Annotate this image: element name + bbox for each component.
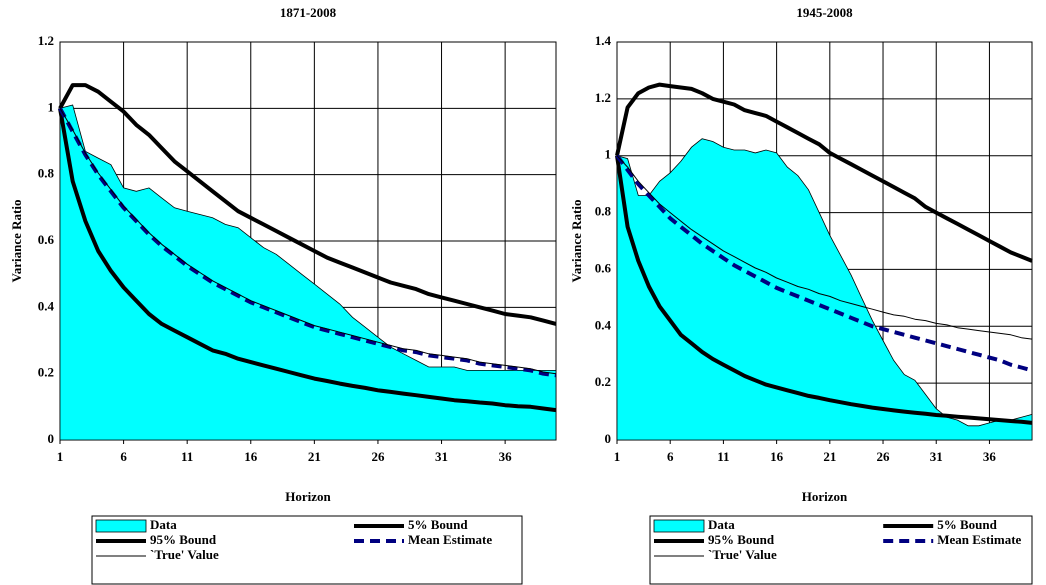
x-axis-label: Horizon	[285, 489, 331, 504]
y-tick-label: 0.6	[38, 232, 55, 247]
y-tick-label: 0	[605, 431, 612, 446]
y-axis-label: Variance Ratio	[9, 200, 24, 283]
y-tick-label: 1	[48, 99, 55, 114]
series-line	[616, 155, 1033, 340]
legend-label: Mean Estimate	[408, 532, 492, 547]
y-tick-label: 0.8	[595, 204, 612, 219]
x-tick-label: 31	[930, 449, 943, 464]
x-tick-label: 26	[877, 449, 891, 464]
legend-swatch	[95, 519, 147, 533]
legend-label: 5% Bound	[937, 517, 997, 532]
series-line	[58, 107, 557, 378]
x-tick-label: 21	[823, 449, 836, 464]
legend-label: `True' Value	[150, 547, 219, 562]
legend-label: Data	[150, 517, 177, 532]
x-tick-label: 16	[770, 449, 784, 464]
x-tick-label: 16	[244, 449, 258, 464]
legend-box	[649, 515, 1033, 585]
y-tick-label: 0.2	[595, 374, 611, 389]
data-area	[616, 138, 1033, 441]
y-tick-label: 1.2	[595, 90, 611, 105]
legend-label: `True' Value	[708, 547, 777, 562]
y-tick-label: 0.2	[38, 365, 54, 380]
legend-label: 95% Bound	[150, 532, 217, 547]
y-tick-label: 0.4	[595, 317, 612, 332]
legend-box	[91, 515, 523, 585]
series-line	[58, 107, 557, 413]
legend-label: Data	[708, 517, 735, 532]
x-tick-label: 26	[371, 449, 385, 464]
x-tick-label: 6	[120, 449, 127, 464]
legend-label: 95% Bound	[708, 532, 775, 547]
data-area	[59, 104, 557, 441]
y-axis-label: Variance Ratio	[569, 200, 584, 283]
plot-group: 00.20.40.60.811.21.41 6 11 16 21 26 31 361945-2…	[569, 5, 1033, 585]
x-tick-label: 36	[499, 449, 513, 464]
chart-title: 1945-2008	[796, 5, 853, 20]
legend-swatch	[653, 519, 705, 533]
series-line	[615, 154, 1033, 373]
series-line	[615, 82, 1033, 263]
series-line	[615, 155, 1033, 425]
legend-label: 5% Bound	[408, 517, 468, 532]
y-tick-label: 0.4	[38, 298, 55, 313]
y-tick-label: 1.4	[595, 33, 612, 48]
y-tick-label: 1	[605, 147, 612, 162]
chart-title: 1871-2008	[280, 5, 337, 20]
series-line	[58, 83, 557, 326]
x-tick-label: 11	[181, 449, 193, 464]
x-tick-label: 1	[614, 449, 621, 464]
x-tick-label: 21	[308, 449, 321, 464]
y-tick-label: 0.6	[595, 260, 612, 275]
x-tick-label: 36	[983, 449, 997, 464]
y-tick-label: 0.8	[38, 166, 55, 181]
plot-group: 00.20.40.60.811.21 6 11 16 21 26 31 361871-2008…	[9, 5, 557, 585]
x-tick-label: 6	[667, 449, 674, 464]
x-tick-label: 1	[57, 449, 64, 464]
y-tick-label: 1.2	[38, 33, 54, 48]
x-axis-label: Horizon	[802, 489, 848, 504]
x-tick-label: 31	[435, 449, 448, 464]
legend-label: Mean Estimate	[937, 532, 1021, 547]
y-tick-label: 0	[48, 431, 55, 446]
x-tick-label: 11	[717, 449, 729, 464]
series-line	[59, 108, 557, 375]
